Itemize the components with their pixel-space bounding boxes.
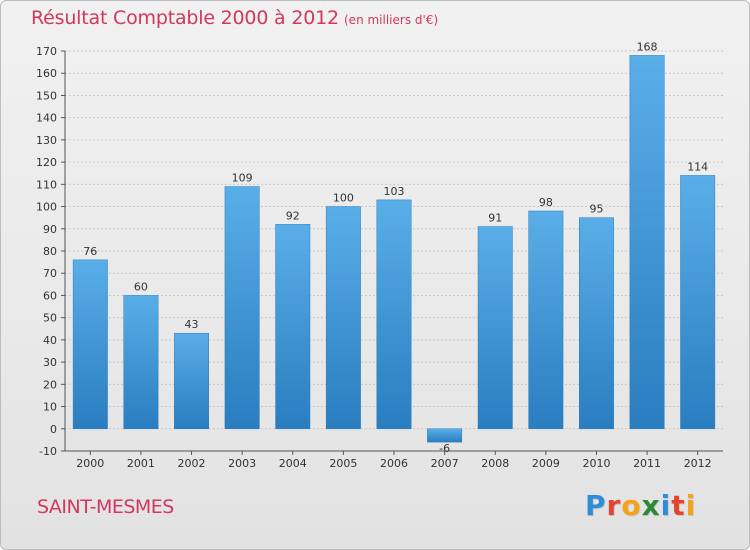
logo-letter: t xyxy=(671,489,686,522)
x-tick-label: 2009 xyxy=(532,457,560,470)
y-tick-label: 160 xyxy=(36,67,57,80)
data-label: 95 xyxy=(589,203,603,216)
data-label: 91 xyxy=(488,212,502,225)
x-tick-label: 2004 xyxy=(279,457,307,470)
bars xyxy=(72,55,716,443)
y-tick-label: 60 xyxy=(43,289,57,302)
y-tick-label: 80 xyxy=(43,245,57,258)
x-tick-label: 2006 xyxy=(380,457,408,470)
x-tick-label: 2008 xyxy=(481,457,509,470)
logo-letter: P xyxy=(585,489,607,522)
x-tick-label: 2000 xyxy=(76,457,104,470)
data-label: 60 xyxy=(134,280,148,293)
bar xyxy=(477,226,513,430)
y-tick-label: 140 xyxy=(36,112,57,125)
data-label: 43 xyxy=(185,318,199,331)
bar xyxy=(376,199,412,430)
chart-title: Résultat Comptable 2000 à 2012 xyxy=(31,7,339,29)
x-tick-label: 2007 xyxy=(431,457,459,470)
data-label: 103 xyxy=(384,185,405,198)
y-tick-label: 90 xyxy=(43,223,57,236)
y-tick-label: 120 xyxy=(36,156,57,169)
x-tick-label: 2010 xyxy=(582,457,610,470)
bar xyxy=(325,206,361,430)
bar xyxy=(629,55,665,430)
data-label: 109 xyxy=(232,172,253,185)
y-tick-label: 150 xyxy=(36,89,57,102)
y-tick-label: 130 xyxy=(36,134,57,147)
bar xyxy=(123,295,159,430)
data-labels: 76 60 43 109 92 100 103 -6 91 98 95 168 114 xyxy=(83,40,708,455)
x-tick-label: 2003 xyxy=(228,457,256,470)
y-tick-label: 10 xyxy=(43,401,57,414)
y-tick-label: 100 xyxy=(36,201,57,214)
logo-letter: i xyxy=(685,489,697,522)
x-tick-label: 2005 xyxy=(329,457,357,470)
y-tick-label: -10 xyxy=(39,445,57,458)
y-tick-label: 70 xyxy=(43,267,57,280)
logo-letter: o xyxy=(621,489,642,522)
data-label: 168 xyxy=(637,40,658,53)
data-label: 100 xyxy=(333,192,354,205)
logo-letter: r xyxy=(606,489,622,522)
proxiti-logo: Proxiti xyxy=(585,489,696,522)
logo-letter: i xyxy=(660,489,672,522)
x-tick-label: 2012 xyxy=(684,457,712,470)
x-tick-label: 2001 xyxy=(127,457,155,470)
data-label: 92 xyxy=(286,209,300,222)
bar xyxy=(174,332,209,430)
y-tick-label: 110 xyxy=(36,178,57,191)
chart-subtitle: (en milliers d'€) xyxy=(344,13,439,27)
x-tick-label: 2011 xyxy=(633,457,661,470)
bar xyxy=(72,259,108,430)
bar xyxy=(275,224,311,430)
axes: -10 0 10 20 30 40 50 60 70 80 90 100 110 120 130 140 150… xyxy=(36,45,723,470)
y-tick-label: 30 xyxy=(43,356,57,369)
bar xyxy=(427,428,463,443)
data-label: 76 xyxy=(83,245,97,258)
bar xyxy=(528,210,564,430)
data-label: 98 xyxy=(539,196,553,209)
logo-letter: x xyxy=(641,489,661,522)
y-tick-label: 50 xyxy=(43,312,57,325)
y-tick-label: 20 xyxy=(43,378,57,391)
bar xyxy=(224,186,260,430)
data-label: 114 xyxy=(687,160,708,173)
bar xyxy=(579,217,614,430)
x-tick-label: 2002 xyxy=(178,457,206,470)
data-label: -6 xyxy=(439,442,450,455)
town-name: SAINT-MESMES xyxy=(37,496,174,518)
y-tick-label: 170 xyxy=(36,45,57,58)
y-tick-label: 40 xyxy=(43,334,57,347)
bar xyxy=(680,175,716,430)
y-tick-label: 0 xyxy=(50,423,57,436)
